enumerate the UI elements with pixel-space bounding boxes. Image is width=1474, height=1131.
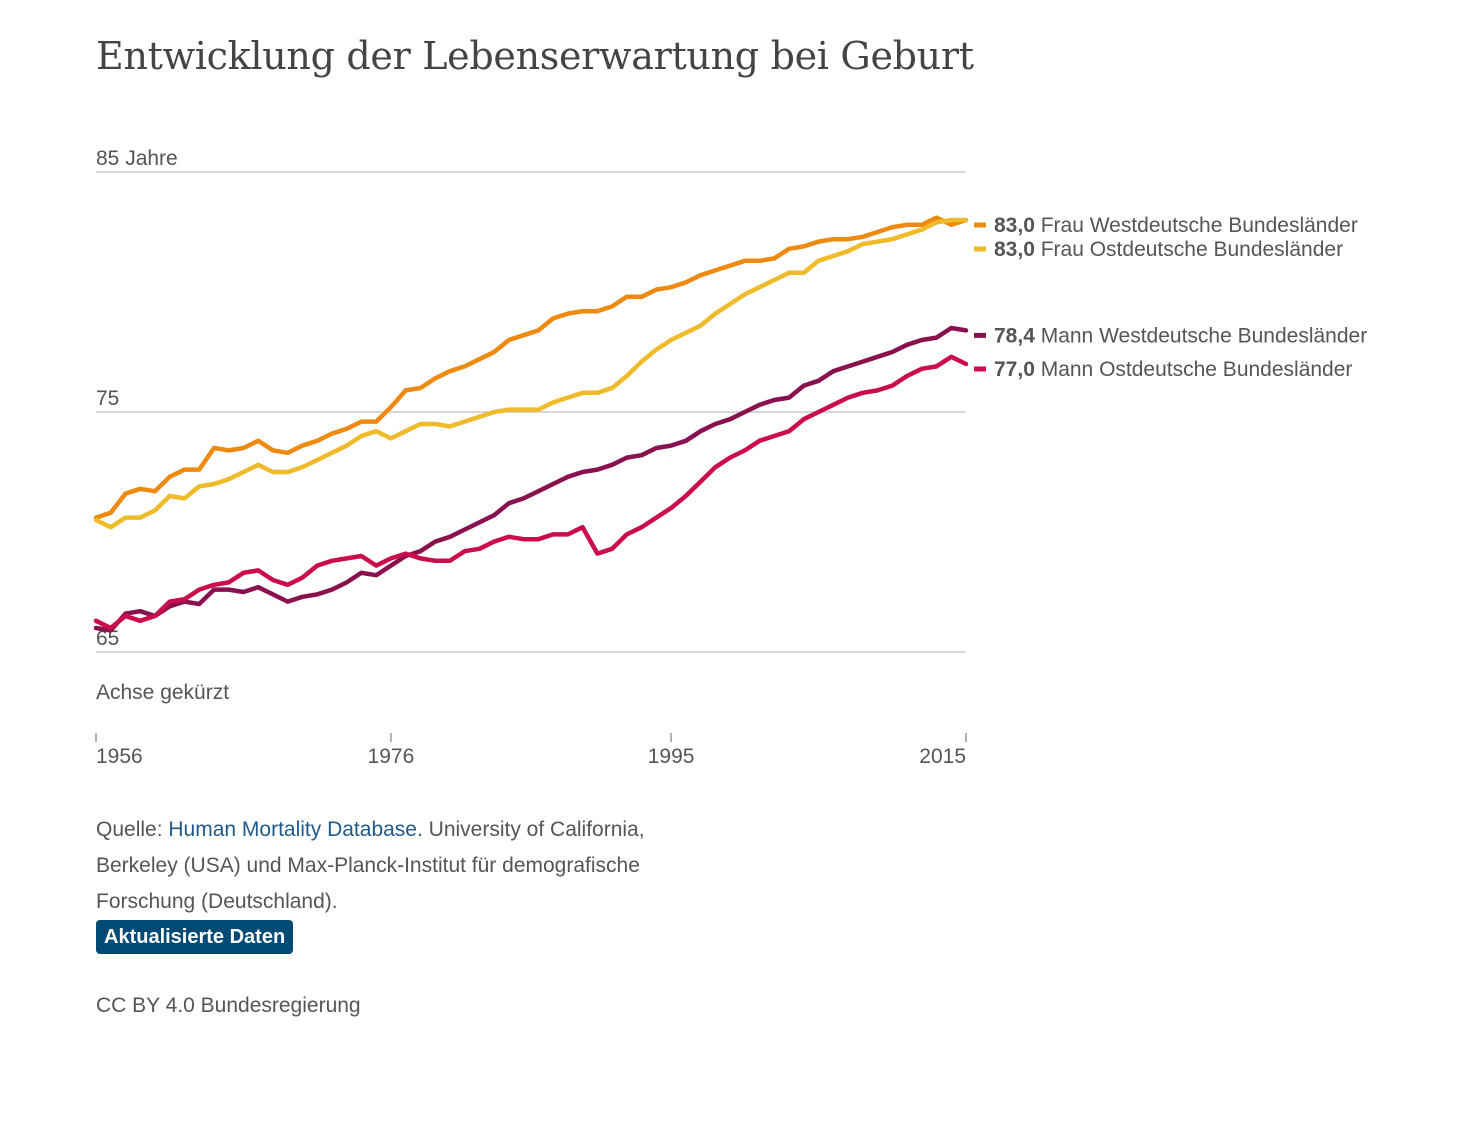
legend-label: 83,0 Frau Ostdeutsche Bundesländer [994, 238, 1343, 261]
updated-data-button[interactable]: Aktualisierte Daten [96, 920, 294, 954]
x-axis: 1956 1976 1995 2015 [95, 733, 967, 768]
legend-series-name: Frau Ostdeutsche Bundesländer [1035, 238, 1343, 261]
grid-layer: 85 Jahre 75 65 [96, 147, 966, 653]
x-tick-label: 1995 [648, 745, 695, 768]
legend-value: 83,0 [994, 238, 1035, 261]
y-tick-label: 75 [96, 387, 119, 410]
legend-value: 83,0 [994, 214, 1035, 237]
series-line-4 [93, 354, 969, 631]
series-line-3 [93, 325, 969, 633]
y-tick-label: 85 Jahre [96, 147, 178, 170]
source-note: Quelle: Human Mortality Database. Univer… [96, 812, 696, 920]
legend-label: 78,4 Mann Westdeutsche Bundesländer [994, 324, 1367, 347]
legend-series-name: Frau Westdeutsche Bundesländer [1035, 214, 1358, 237]
x-tick-label: 1976 [368, 745, 415, 768]
legend-labels: 83,0 Frau Westdeutsche Bundesländer83,0 … [974, 214, 1367, 381]
legend-label: 83,0 Frau Westdeutsche Bundesländer [994, 214, 1358, 237]
legend-value: 78,4 [994, 324, 1035, 347]
license-note: CC BY 4.0 Bundesregierung [96, 994, 361, 1017]
series-line-1 [93, 215, 969, 520]
legend-value: 77,0 [994, 358, 1035, 381]
legend-label: 77,0 Mann Ostdeutsche Bundesländer [994, 358, 1352, 381]
legend-series-name: Mann Ostdeutsche Bundesländer [1035, 358, 1353, 381]
line-chart: 85 Jahre 75 65 83,0 Frau Westdeutsche Bund… [93, 147, 1367, 768]
source-prefix: Quelle: [96, 818, 169, 841]
source-rest: University of California, Berkeley (USA)… [96, 818, 645, 913]
legend-series-name: Mann Westdeutsche Bundesländer [1035, 324, 1367, 347]
series-line-2 [93, 217, 969, 530]
axis-note: Achse gekürzt [96, 681, 229, 704]
source-link[interactable]: Human Mortality Database. [168, 818, 423, 841]
x-tick-label: 2015 [919, 745, 966, 768]
x-tick-label: 1956 [96, 745, 143, 768]
y-tick-label: 65 [96, 627, 119, 650]
series-layer [93, 215, 969, 633]
chart-title: Entwicklung der Lebenserwartung bei Gebu… [96, 34, 974, 78]
